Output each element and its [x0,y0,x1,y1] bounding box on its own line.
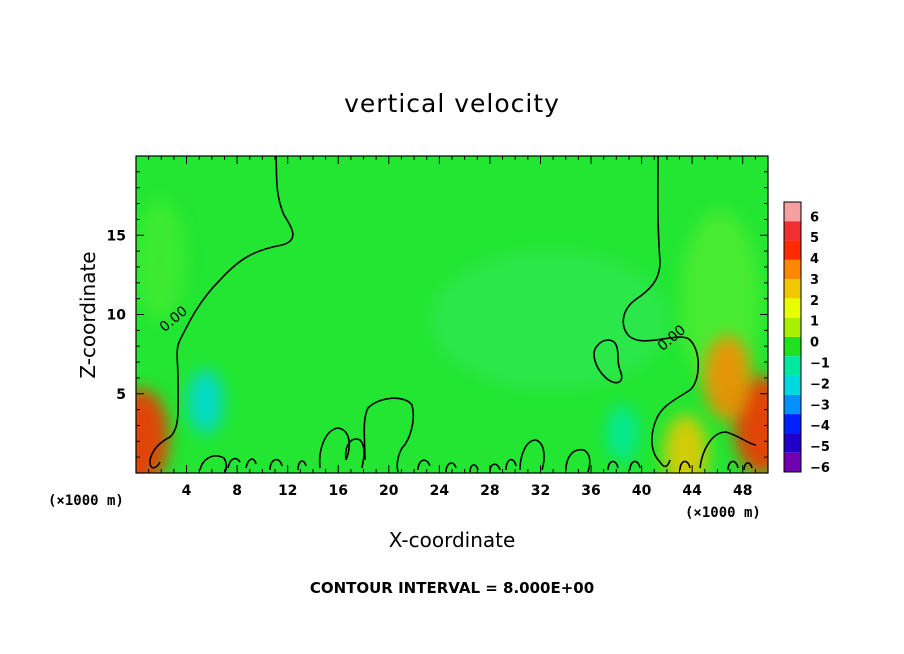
colorbar-tick-label: −2 [810,377,830,392]
x-tick-label: 16 [328,483,347,499]
axis-ticks [136,156,768,473]
x-tick-label: 4 [182,483,192,499]
zero-contour-right [622,156,700,468]
colorbar: 6 5 4 3 2 1 0 −1 −2 −3 −4 −5 −6 [783,201,830,476]
colorbar-swatch [784,375,801,395]
x-tick-label: 28 [480,483,499,499]
contour-cell [417,459,431,471]
colorbar-tick-label: −1 [810,357,830,372]
colorbar-tick-label: 0 [810,336,819,351]
contour-cell [505,458,517,471]
contour-cell [469,464,479,473]
y-axis-label: Z-coordinate [76,251,100,378]
contour-cell [344,438,365,469]
colorbar-swatch [784,279,801,299]
zero-contours [149,156,757,473]
hotspot [606,404,639,462]
colorbar-swatch [784,394,801,415]
colorbar-swatch [784,221,801,241]
x-tick-label: 8 [232,483,242,499]
contour-interval-note: CONTOUR INTERVAL = 8.000E+00 [310,579,594,597]
hotspot [136,388,170,473]
x-tick-label: 32 [531,483,550,499]
contour-cell [679,460,691,471]
color-field [136,200,768,473]
y-tick-label: 10 [107,308,127,324]
contour-cell [743,462,753,471]
contour-cell [445,462,457,473]
colorbar-swatch [784,337,801,357]
colorbar-tick-label: −4 [810,419,830,434]
contour-cell [245,458,257,469]
colorbar-tick-label: 4 [810,252,819,267]
colorbar-tick-label: −3 [810,398,830,413]
x-tick-label: 20 [379,483,399,499]
contour-cell [565,448,591,473]
x-tick-label: 40 [632,483,652,499]
colorbar-swatch [784,356,801,376]
zero-contour-left [149,156,294,469]
colorbar-frame [783,201,802,473]
colorbar-swatch [784,202,801,222]
y-tick-label: 5 [116,387,126,403]
contour-cell [199,455,228,473]
y-tick-label: 15 [107,228,126,244]
contour-cell [727,460,739,471]
contour-cell [699,431,757,469]
colorbar-swatch [784,240,801,260]
x-tick-label: 36 [581,483,600,499]
contour-cell [629,460,641,471]
colorbar-tick-label: 2 [810,294,819,309]
colorbar-swatch [784,317,801,337]
colorbar-swatch [784,414,801,434]
shade-region [430,250,670,390]
colorbar-tick-label: 5 [810,231,819,246]
x-axis-unit: (×1000 m) [685,505,761,521]
hotspot [703,335,752,421]
colorbar-tick-label: 1 [810,315,819,330]
colorbar-swatch [784,298,801,318]
colorbar-swatch [784,433,801,453]
contour-cell [227,457,241,469]
colorbar-tick-label: 6 [810,210,819,225]
colorbar-tick-label: −6 [810,461,830,476]
hotspots-group [136,335,768,473]
contour-cell [519,439,545,471]
contour-cell [269,458,283,471]
contour-cell [363,397,415,473]
x-tick-label: 44 [682,483,702,499]
colorbar-tick-label: −5 [810,440,830,455]
x-tick-label: 48 [733,483,752,499]
hotspot [187,369,224,434]
contour-cell [297,460,307,471]
contour-cell [607,460,619,471]
shade-region [136,200,185,320]
closed-contour [593,339,623,384]
x-tick-label: 24 [430,483,450,499]
contour-cell [318,427,351,469]
colorbar-swatch [784,452,801,472]
plot-area: 0.000.00 [135,155,769,474]
x-axis-label: X-coordinate [389,528,516,552]
colorbar-tick-label: 3 [810,273,819,288]
x-origin-unit: (×1000 m) [48,493,124,509]
x-tick-labels: 4 8 12 16 20 24 28 32 36 40 44 48 [182,483,753,499]
colorbar-swatch [784,259,801,280]
hotspot [663,414,708,473]
y-tick-labels: 5 10 15 [107,228,127,403]
chart-title: vertical velocity [344,89,560,118]
x-tick-label: 12 [278,483,297,499]
